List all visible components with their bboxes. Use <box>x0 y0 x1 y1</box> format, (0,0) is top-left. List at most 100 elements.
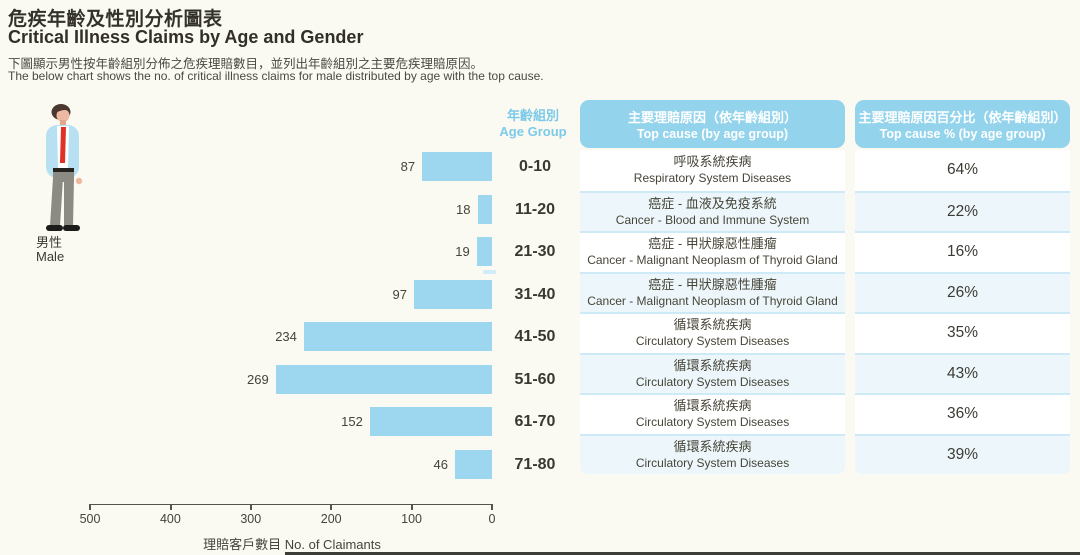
axis-tick-label: 100 <box>401 512 423 526</box>
bar-row-21-30: 19 <box>455 237 492 266</box>
bar-61-70 <box>369 407 492 436</box>
x-axis-title-en: No. of Claimants <box>284 537 381 552</box>
bar-row-11-20: 18 <box>456 194 492 224</box>
neck <box>60 120 66 126</box>
bar-value-label: 18 <box>456 201 471 217</box>
bar-row-51-60: 269 <box>247 364 492 394</box>
cause-zh: 呼吸系統疾病 <box>673 154 752 170</box>
age-group-label: 21-30 <box>514 243 556 260</box>
bar-value-label: 19 <box>455 244 470 259</box>
pct-value: 26% <box>946 283 979 301</box>
page-title-en: Critical Illness Claims by Age and Gende… <box>8 27 364 47</box>
axis-tick <box>411 504 413 510</box>
pct-value: 39% <box>946 445 979 463</box>
bar-value-label: 87 <box>400 159 416 174</box>
hair-fringe-icon <box>54 105 70 116</box>
bar-21-30 <box>476 237 492 266</box>
axis-tick <box>250 504 252 510</box>
cause-en: Cancer - Blood and Immune System <box>615 212 810 227</box>
table-row-pct: 64% <box>855 150 1070 191</box>
belt <box>53 168 74 173</box>
pct-value: 22% <box>946 202 979 220</box>
pants-left-leg <box>50 178 63 226</box>
page-subtitle-en: The below chart shows the no. of critica… <box>8 69 544 83</box>
top-cause-column: 主要理賠原因（依年齡組別） Top cause (by age group) 呼… <box>580 100 845 474</box>
bar-31-40 <box>414 279 492 309</box>
cause-en: Circulatory System Diseases <box>635 415 790 430</box>
cause-en: Circulatory System Diseases <box>635 334 790 349</box>
axis-tick-label: 500 <box>79 512 101 526</box>
bar-value-label: 234 <box>275 329 297 344</box>
cause-en: Respiratory System Diseases <box>633 171 792 186</box>
table-row-pct: 35% <box>855 312 1070 353</box>
bar-row-0-10: 87 <box>401 152 492 181</box>
cause-zh: 循環系統疾病 <box>673 317 752 333</box>
top-cause-rows: 呼吸系統疾病 Respiratory System Diseases 癌症 - … <box>580 150 845 474</box>
cause-zh: 循環系統疾病 <box>673 357 752 373</box>
age-group-label: 0-10 <box>518 158 552 175</box>
table-row-cause: 癌症 - 甲狀腺惡性腫瘤 Cancer - Malignant Neoplasm… <box>580 231 845 272</box>
bar-value-label: 97 <box>392 286 407 302</box>
male-figure-illustration <box>46 104 83 231</box>
x-axis-title-zh: 理賠客戶數目 <box>203 537 285 552</box>
axis-tick-label: 0 <box>488 512 496 526</box>
pct-value: 16% <box>946 243 979 261</box>
table-row-cause: 癌症 - 甲狀腺惡性腫瘤 Cancer - Malignant Neoplasm… <box>580 271 845 312</box>
table-row-cause: 癌症 - 血液及免疫系統 Cancer - Blood and Immune S… <box>580 190 845 231</box>
shoe-right <box>63 225 80 231</box>
axis-tick-label: 400 <box>159 512 181 526</box>
top-cause-pct-header-en: Top cause % (by age group) <box>879 127 1046 141</box>
cause-en: Circulatory System Diseases <box>635 455 790 470</box>
bar-row-71-80: 46 <box>433 449 492 479</box>
bar-row-61-70: 152 <box>341 407 492 436</box>
cause-zh: 循環系統疾病 <box>673 398 752 414</box>
axis-tick <box>170 504 172 510</box>
pct-value: 43% <box>946 364 979 382</box>
pct-value: 36% <box>946 405 979 423</box>
cause-zh: 癌症 - 甲狀腺惡性腫瘤 <box>648 236 777 252</box>
table-row-pct: 22% <box>855 190 1070 231</box>
top-cause-header-en: Top cause (by age group) <box>636 127 789 141</box>
table-row-pct: 43% <box>855 352 1070 393</box>
age-group-label: 61-70 <box>514 413 556 430</box>
bar-value-label: 46 <box>433 456 448 472</box>
pants-right-leg <box>64 178 74 226</box>
table-row-cause: 循環系統疾病 Circulatory System Diseases <box>580 393 845 434</box>
axis-tick <box>491 504 493 510</box>
cause-en: Cancer - Malignant Neoplasm of Thyroid G… <box>587 253 838 268</box>
top-cause-pct-rows: 64% 22% 16% 26% 35% 43% 36% 39% <box>855 150 1070 474</box>
cause-zh: 癌症 - 血液及免疫系統 <box>648 195 777 211</box>
bar-value-label: 269 <box>247 371 269 387</box>
table-row-cause: 循環系統疾病 Circulatory System Diseases <box>580 433 845 474</box>
page-title-zh: 危疾年齡及性別分析圖表 <box>8 9 223 30</box>
age-group-header-en: Age Group <box>499 124 567 140</box>
footer-edge-line <box>285 552 1080 555</box>
age-group-column-header: 年齡組別 Age Group <box>480 108 586 141</box>
table-row-cause: 呼吸系統疾病 Respiratory System Diseases <box>580 150 845 191</box>
gender-label-en: Male <box>36 249 65 264</box>
axis-tick-label: 200 <box>320 512 342 526</box>
pct-value: 64% <box>946 161 979 179</box>
x-axis-line <box>90 504 492 505</box>
age-group-label: 11-20 <box>514 200 556 218</box>
axis-tick-label: 300 <box>240 512 262 526</box>
table-row-cause: 循環系統疾病 Circulatory System Diseases <box>580 352 845 393</box>
decorative-dash <box>483 270 496 274</box>
bar-71-80 <box>455 449 492 479</box>
table-row-pct: 16% <box>855 231 1070 272</box>
top-cause-pct-column-header: 主要理賠原因百分比（依年齡組別） Top cause % (by age gro… <box>855 100 1070 148</box>
age-group-label: 51-60 <box>514 370 556 388</box>
tie <box>60 127 66 163</box>
top-cause-pct-column: 主要理賠原因百分比（依年齡組別） Top cause % (by age gro… <box>855 100 1070 474</box>
bar-0-10 <box>422 152 492 181</box>
bar-value-label: 152 <box>341 414 363 429</box>
table-row-cause: 循環系統疾病 Circulatory System Diseases <box>580 312 845 353</box>
gender-label-zh: 男性 <box>36 235 63 250</box>
age-group-header-zh: 年齡組別 <box>506 108 559 123</box>
table-row-pct: 26% <box>855 271 1070 312</box>
age-group-label: 71-80 <box>514 455 556 473</box>
pct-value: 35% <box>946 324 979 342</box>
axis-tick <box>89 504 91 510</box>
bar-row-31-40: 97 <box>392 279 492 309</box>
